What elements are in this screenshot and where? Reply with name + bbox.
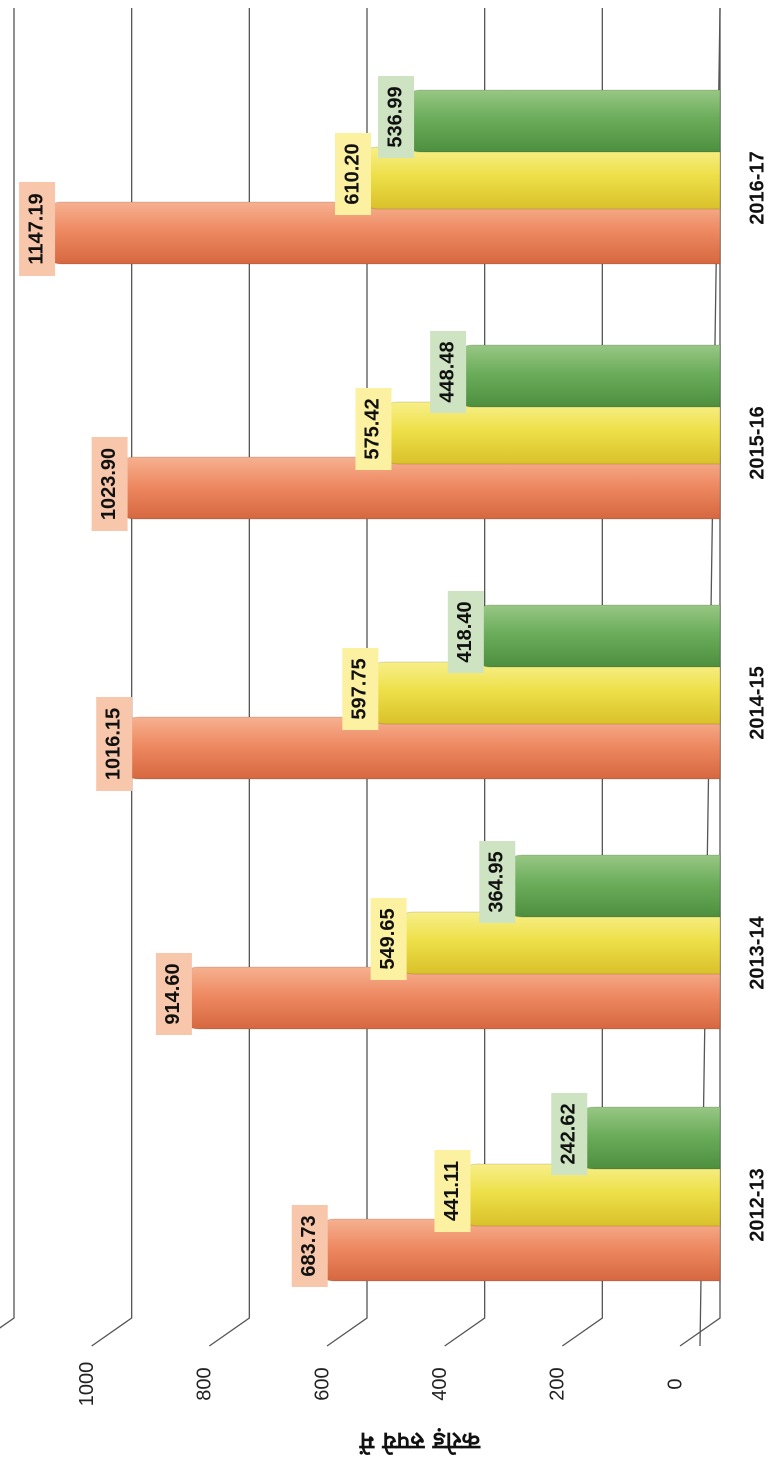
bar bbox=[39, 201, 721, 265]
x-category-label: 2014-15 bbox=[746, 666, 768, 739]
data-label: 441.11 bbox=[441, 1161, 463, 1221]
y-tick-label: 0 bbox=[664, 1378, 686, 1389]
data-label: 364.95 bbox=[486, 851, 508, 912]
data-label-box bbox=[447, 591, 484, 673]
data-label-box bbox=[378, 76, 415, 158]
data-label: 575.42 bbox=[362, 398, 384, 459]
bar bbox=[450, 344, 721, 408]
data-label-box bbox=[342, 648, 379, 730]
data-label-box bbox=[91, 437, 128, 531]
data-label: 242.62 bbox=[558, 1103, 580, 1164]
bar bbox=[112, 456, 721, 520]
bar bbox=[117, 716, 721, 780]
bar bbox=[455, 1163, 721, 1227]
labels-layer: 683.73 441.11 242.62 914.60 549.65 364.95 1016… bbox=[19, 76, 588, 1287]
data-label: 549.65 bbox=[377, 908, 399, 969]
gridline bbox=[91, 8, 133, 1347]
axis-layer: 020040060080010001200करोड़ रुपये में2012… bbox=[76, 151, 768, 1455]
bar bbox=[376, 401, 721, 465]
y-tick-label: 200 bbox=[547, 1367, 569, 1400]
x-category-label: 2013-14 bbox=[746, 915, 768, 989]
data-label: 448.48 bbox=[436, 341, 458, 402]
bar bbox=[468, 604, 721, 668]
y-tick-label: 1000 bbox=[76, 1362, 98, 1407]
data-label-box bbox=[155, 953, 192, 1035]
bar bbox=[500, 854, 721, 918]
data-label: 914.60 bbox=[162, 963, 184, 1024]
y-tick-label: 800 bbox=[194, 1367, 216, 1400]
gridline bbox=[0, 8, 15, 1329]
bar bbox=[363, 661, 721, 725]
bar bbox=[572, 1106, 721, 1170]
data-label: 597.75 bbox=[349, 658, 371, 719]
bar bbox=[176, 966, 721, 1030]
y-axis-title: करोड़ रुपये में bbox=[358, 1427, 481, 1455]
data-label-box bbox=[334, 133, 371, 215]
data-label: 610.20 bbox=[341, 143, 363, 204]
x-category-label: 2012-13 bbox=[746, 1168, 768, 1241]
data-label-box bbox=[291, 1205, 328, 1287]
data-label-box bbox=[355, 388, 392, 470]
y-tick-label: 400 bbox=[429, 1367, 451, 1400]
data-label-box bbox=[19, 182, 56, 276]
data-label-box bbox=[370, 898, 407, 980]
bar bbox=[398, 89, 721, 153]
data-label-box bbox=[434, 1150, 471, 1232]
bar bbox=[391, 911, 721, 975]
data-label-box bbox=[551, 1093, 588, 1175]
data-label: 1147.19 bbox=[25, 193, 47, 264]
data-label-box bbox=[479, 841, 516, 923]
gridline bbox=[208, 8, 250, 1347]
data-label-box bbox=[430, 331, 467, 413]
data-label: 418.40 bbox=[454, 601, 476, 662]
data-label: 1023.90 bbox=[98, 448, 120, 520]
y-tick-label: 600 bbox=[311, 1367, 333, 1400]
bars-layer bbox=[39, 89, 721, 1282]
data-label: 683.73 bbox=[298, 1215, 320, 1276]
data-label: 536.99 bbox=[384, 86, 406, 147]
bar bbox=[312, 1218, 721, 1282]
x-category-label: 2016-17 bbox=[746, 151, 768, 224]
data-label-box bbox=[96, 697, 133, 791]
x-category-label: 2015-16 bbox=[746, 406, 768, 479]
data-label: 1016.15 bbox=[102, 708, 124, 780]
